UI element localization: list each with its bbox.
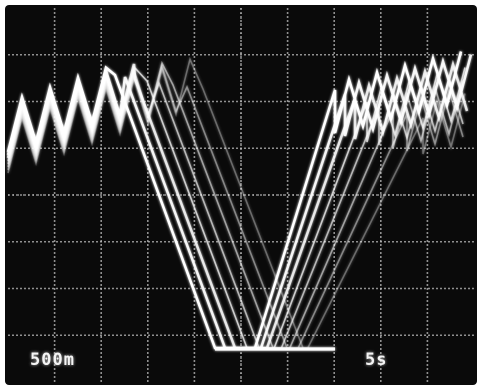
waveform-traces xyxy=(6,51,473,351)
voltage-readout: 500m xyxy=(30,350,75,370)
waveform-trace xyxy=(7,56,466,349)
timebase-readout: 5s xyxy=(365,350,388,370)
